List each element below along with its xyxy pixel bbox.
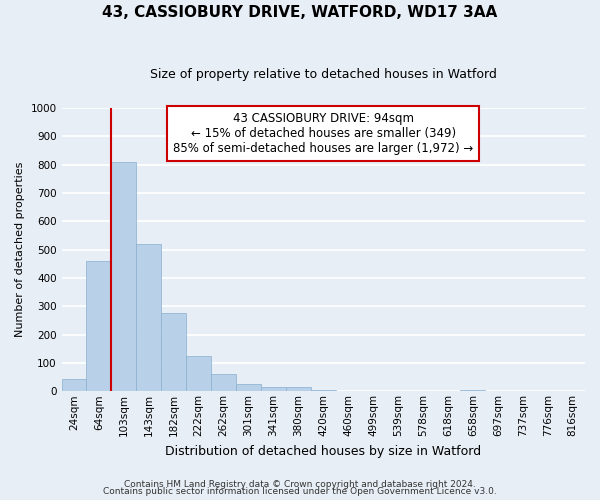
Text: 43 CASSIOBURY DRIVE: 94sqm
← 15% of detached houses are smaller (349)
85% of sem: 43 CASSIOBURY DRIVE: 94sqm ← 15% of deta… [173, 112, 473, 156]
Bar [286, 387, 311, 392]
Bar [112, 162, 136, 392]
Bar [86, 261, 112, 392]
Y-axis label: Number of detached properties: Number of detached properties [15, 162, 25, 338]
X-axis label: Distribution of detached houses by size in Watford: Distribution of detached houses by size … [165, 444, 481, 458]
Bar [236, 384, 261, 392]
Text: 43, CASSIOBURY DRIVE, WATFORD, WD17 3AA: 43, CASSIOBURY DRIVE, WATFORD, WD17 3AA [103, 5, 497, 20]
Text: Contains HM Land Registry data © Crown copyright and database right 2024.: Contains HM Land Registry data © Crown c… [124, 480, 476, 489]
Bar [211, 374, 236, 392]
Bar [161, 314, 186, 392]
Bar [261, 387, 286, 392]
Bar [186, 356, 211, 392]
Bar [311, 390, 336, 392]
Title: Size of property relative to detached houses in Watford: Size of property relative to detached ho… [150, 68, 497, 80]
Text: Contains public sector information licensed under the Open Government Licence v3: Contains public sector information licen… [103, 487, 497, 496]
Bar [62, 378, 86, 392]
Bar [460, 390, 485, 392]
Bar [136, 244, 161, 392]
